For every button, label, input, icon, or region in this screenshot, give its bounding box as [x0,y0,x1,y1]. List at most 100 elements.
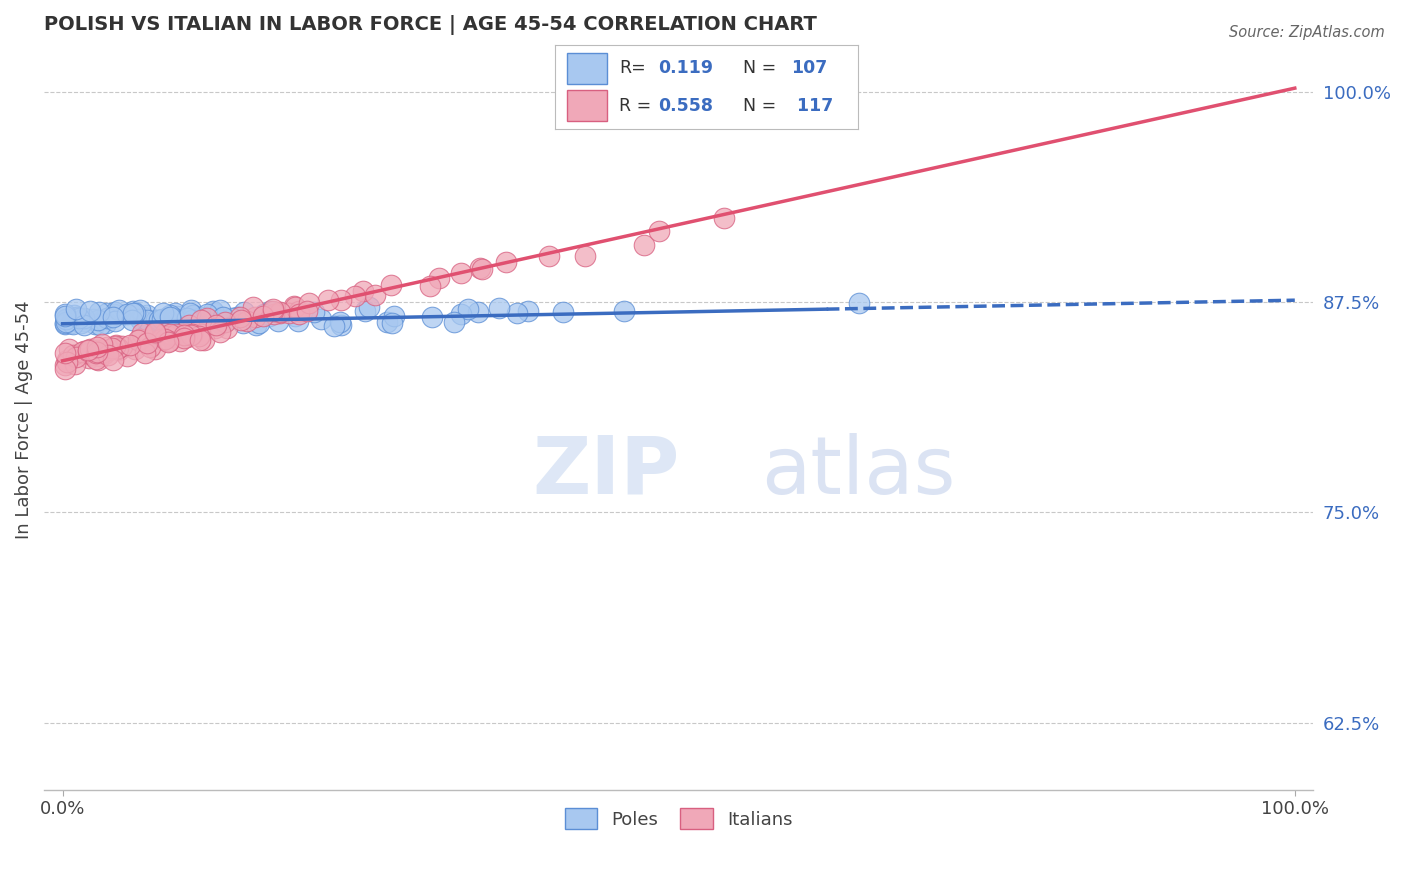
Point [318,293,340,307]
Point [195,307,218,321]
Point [269,306,291,320]
Text: R =: R = [619,96,651,114]
Point [574,249,596,263]
Point [212,315,235,329]
Point [186,313,208,327]
Point [77,343,100,358]
Point [136,315,159,329]
Point [58,342,80,356]
Point [157,334,180,349]
Point [208,302,231,317]
Point [86,340,108,354]
Point [89,318,111,332]
Point [173,326,195,341]
Point [62,348,84,362]
Point [150,311,173,326]
Point [94,344,117,359]
Point [55,312,77,326]
Point [420,310,443,325]
Point [176,330,198,344]
Text: 107: 107 [792,60,827,78]
Text: N =: N = [742,96,776,114]
Point [121,304,143,318]
Text: atlas: atlas [761,433,956,510]
Point [443,315,465,329]
Point [65,350,87,364]
Point [467,304,489,318]
Point [201,304,224,318]
Point [242,300,264,314]
Point [104,304,127,318]
Point [67,311,90,326]
Point [470,261,492,276]
Point [352,284,374,298]
Point [84,317,107,331]
Point [53,362,76,376]
Point [267,314,290,328]
Point [516,303,538,318]
Point [134,345,156,359]
Point [221,310,243,325]
Point [145,326,167,340]
Point [323,318,346,333]
Point [180,302,202,317]
Point [184,315,207,329]
Point [127,334,149,348]
Point [89,349,111,363]
Point [53,309,76,323]
Point [195,311,218,326]
Point [76,343,98,358]
Point [181,312,204,326]
Point [165,326,187,341]
Bar [568,90,607,120]
Point [77,351,100,365]
Point [131,326,153,340]
Point [155,326,177,340]
Point [470,260,492,275]
Point [56,353,79,368]
Point [94,316,117,330]
Point [713,211,735,225]
Point [104,339,127,353]
Point [150,332,173,346]
Point [124,343,146,357]
Point [257,309,280,323]
Point [190,312,212,326]
Point [73,318,96,332]
Point [173,330,195,344]
Point [506,306,529,320]
Point [62,317,84,331]
Point [537,249,560,263]
Point [100,341,122,355]
Point [111,339,134,353]
Point [214,315,236,329]
Point [91,345,114,359]
Text: ZIP: ZIP [533,433,681,510]
Point [188,334,211,348]
Point [848,296,870,310]
Text: Source: ZipAtlas.com: Source: ZipAtlas.com [1229,25,1385,40]
Point [217,321,239,335]
Point [86,343,108,357]
Point [156,313,179,327]
Point [70,316,93,330]
Text: 0.558: 0.558 [658,96,713,114]
Point [121,313,143,327]
Point [269,305,291,319]
Point [287,314,309,328]
Point [156,311,179,326]
Text: N =: N = [742,60,776,78]
Point [329,315,352,329]
Point [73,311,96,326]
Point [73,314,96,328]
Point [450,307,472,321]
Point [143,326,166,340]
Point [128,303,150,318]
Point [84,345,107,359]
Point [79,343,101,357]
Point [288,304,311,318]
Point [135,313,157,327]
Point [208,316,231,330]
Point [633,237,655,252]
Point [105,343,128,357]
